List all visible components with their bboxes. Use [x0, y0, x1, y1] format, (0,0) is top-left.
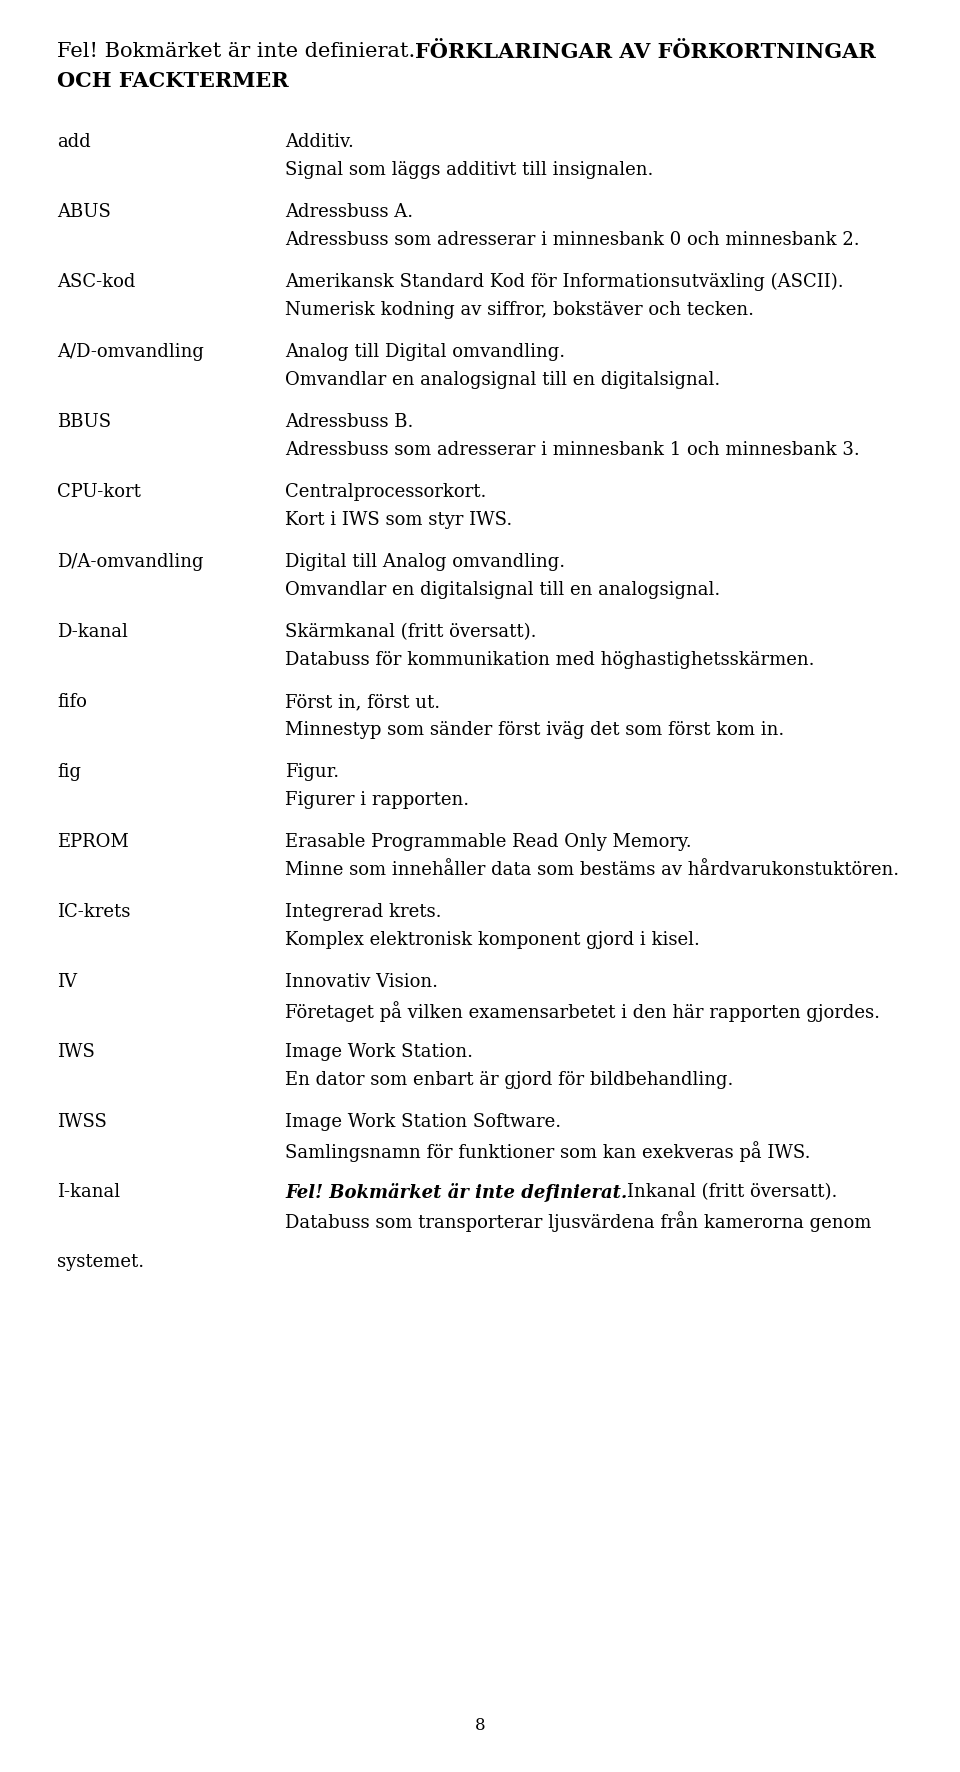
Text: Amerikansk Standard Kod för Informationsutväxling (ASCII).: Amerikansk Standard Kod för Informations… [285, 273, 844, 291]
Text: Samlingsnamn för funktioner som kan exekveras på IWS.: Samlingsnamn för funktioner som kan exek… [285, 1141, 810, 1162]
Text: Adressbuss som adresserar i minnesbank 0 och minnesbank 2.: Adressbuss som adresserar i minnesbank 0… [285, 230, 859, 250]
Text: add: add [57, 133, 91, 151]
Text: En dator som enbart är gjord för bildbehandling.: En dator som enbart är gjord för bildbeh… [285, 1070, 733, 1090]
Text: Numerisk kodning av siffror, bokstäver och tecken.: Numerisk kodning av siffror, bokstäver o… [285, 301, 754, 319]
Text: I-kanal: I-kanal [57, 1184, 120, 1201]
Text: Komplex elektronisk komponent gjord i kisel.: Komplex elektronisk komponent gjord i ki… [285, 930, 700, 950]
Text: EPROM: EPROM [57, 833, 129, 851]
Text: Integrerad krets.: Integrerad krets. [285, 904, 442, 921]
Text: 8: 8 [474, 1717, 486, 1735]
Text: Omvandlar en digitalsignal till en analogsignal.: Omvandlar en digitalsignal till en analo… [285, 581, 720, 599]
Text: Skärmkanal (fritt översatt).: Skärmkanal (fritt översatt). [285, 624, 537, 641]
Text: BBUS: BBUS [57, 413, 111, 431]
Text: fig: fig [57, 764, 81, 781]
Text: Image Work Station Software.: Image Work Station Software. [285, 1113, 562, 1131]
Text: Minne som innehåller data som bestäms av hårdvarukonstuktören.: Minne som innehåller data som bestäms av… [285, 861, 900, 879]
Text: Först in, först ut.: Först in, först ut. [285, 693, 440, 711]
Text: Analog till Digital omvandling.: Analog till Digital omvandling. [285, 344, 565, 361]
Text: IV: IV [57, 973, 77, 991]
Text: IWS: IWS [57, 1044, 95, 1061]
Text: Image Work Station.: Image Work Station. [285, 1044, 473, 1061]
Text: D-kanal: D-kanal [57, 624, 128, 641]
Text: Omvandlar en analogsignal till en digitalsignal.: Omvandlar en analogsignal till en digita… [285, 370, 720, 390]
Text: Företaget på vilken examensarbetet i den här rapporten gjordes.: Företaget på vilken examensarbetet i den… [285, 1001, 880, 1022]
Text: Figur.: Figur. [285, 764, 339, 781]
Text: fifo: fifo [57, 693, 86, 711]
Text: Kort i IWS som styr IWS.: Kort i IWS som styr IWS. [285, 510, 513, 530]
Text: Erasable Programmable Read Only Memory.: Erasable Programmable Read Only Memory. [285, 833, 691, 851]
Text: OCH FACKTERMER: OCH FACKTERMER [57, 71, 289, 92]
Text: Additiv.: Additiv. [285, 133, 354, 151]
Text: Adressbuss A.: Adressbuss A. [285, 204, 413, 222]
Text: CPU-kort: CPU-kort [57, 484, 141, 501]
Text: D/A-omvandling: D/A-omvandling [57, 553, 204, 571]
Text: Databuss som transporterar ljusvärdena från kamerorna genom: Databuss som transporterar ljusvärdena f… [285, 1210, 872, 1232]
Text: Signal som läggs additivt till insignalen.: Signal som läggs additivt till insignale… [285, 161, 654, 179]
Text: Databuss för kommunikation med höghastighetsskärmen.: Databuss för kommunikation med höghastig… [285, 650, 814, 670]
Text: Figurer i rapporten.: Figurer i rapporten. [285, 790, 469, 810]
Text: IWSS: IWSS [57, 1113, 107, 1131]
Text: Fel! Bokmärket är inte definierat.: Fel! Bokmärket är inte definierat. [285, 1184, 627, 1201]
Text: Adressbuss som adresserar i minnesbank 1 och minnesbank 3.: Adressbuss som adresserar i minnesbank 1… [285, 441, 860, 459]
Text: Fel! Bokmärket är inte definierat.: Fel! Bokmärket är inte definierat. [57, 43, 416, 60]
Text: Digital till Analog omvandling.: Digital till Analog omvandling. [285, 553, 565, 571]
Text: FÖRKLARINGAR AV FÖRKORTNINGAR: FÖRKLARINGAR AV FÖRKORTNINGAR [416, 43, 876, 62]
Text: Innovativ Vision.: Innovativ Vision. [285, 973, 438, 991]
Text: Minnestyp som sänder först iväg det som först kom in.: Minnestyp som sänder först iväg det som … [285, 721, 784, 739]
Text: systemet.: systemet. [57, 1253, 144, 1271]
Text: A/D-omvandling: A/D-omvandling [57, 344, 204, 361]
Text: ABUS: ABUS [57, 204, 110, 222]
Text: Inkanal (fritt översatt).: Inkanal (fritt översatt). [627, 1184, 838, 1201]
Text: IC-krets: IC-krets [57, 904, 131, 921]
Text: Adressbuss B.: Adressbuss B. [285, 413, 414, 431]
Text: Centralprocessorkort.: Centralprocessorkort. [285, 484, 487, 501]
Text: ASC-kod: ASC-kod [57, 273, 135, 291]
